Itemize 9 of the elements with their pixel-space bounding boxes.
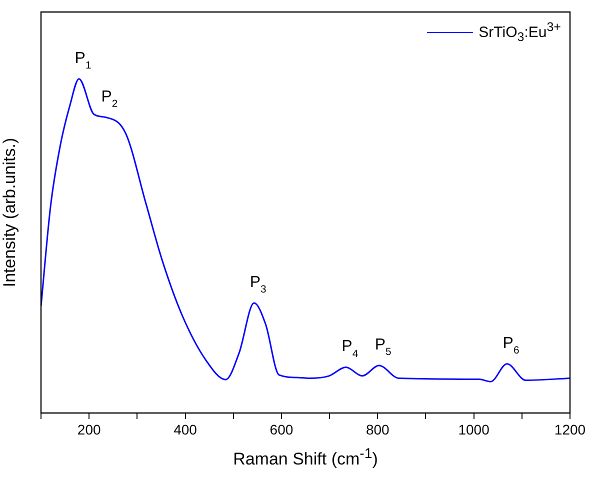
x-axis-title: Raman Shift (cm$^{-1}$) bbox=[232, 446, 379, 470]
x-tick-label: 400 bbox=[174, 421, 198, 438]
x-tick-label: 1200 bbox=[554, 421, 586, 438]
y-axis-title: Intensity (arb.units.) bbox=[0, 138, 19, 288]
x-tick-label: 200 bbox=[77, 421, 101, 438]
x-tick-label: 1000 bbox=[458, 421, 490, 438]
x-tick-label: 600 bbox=[270, 421, 294, 438]
legend-label: SrTiO$_{3}$:Eu$^{3+}$ bbox=[478, 20, 561, 44]
x-tick-label: 800 bbox=[366, 421, 390, 438]
